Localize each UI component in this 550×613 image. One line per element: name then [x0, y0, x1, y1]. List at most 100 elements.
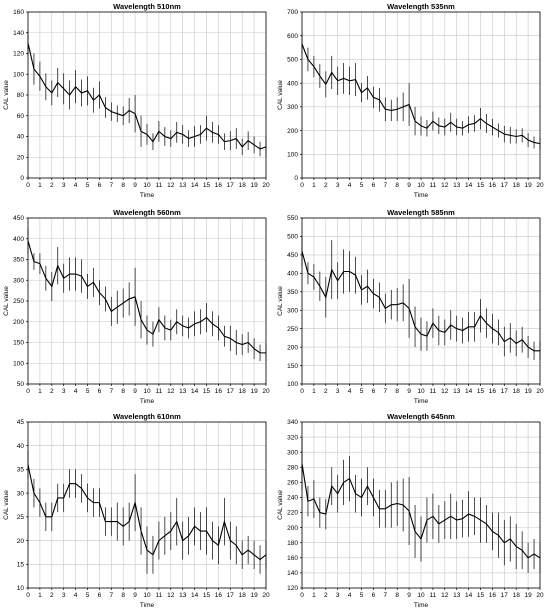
x-tick-label: 15 [477, 388, 485, 395]
x-tick-label: 16 [215, 592, 223, 599]
x-tick-label: 4 [74, 592, 78, 599]
y-tick-label: 600 [287, 33, 298, 40]
y-tick-label: 300 [287, 104, 298, 111]
chart-panel: Wavelength 585nm 100 150 200 250 300 350 400 450… [277, 208, 546, 408]
x-tick-label: 14 [465, 592, 473, 599]
x-tick-label: 4 [74, 388, 78, 395]
y-tick-label: 0 [294, 175, 298, 182]
x-tick-label: 6 [98, 388, 102, 395]
x-tick-label: 13 [179, 592, 187, 599]
x-tick-label: 1 [38, 388, 42, 395]
chart-panel: Wavelength 510nm 0 20 40 60 80 100 120 140 160 0 1 2… [3, 2, 272, 202]
x-tick-label: 18 [513, 592, 521, 599]
y-tick-label: 120 [287, 585, 298, 592]
x-tick-label: 10 [143, 388, 151, 395]
y-axis-label: CAL value [3, 490, 10, 520]
x-tick-label: 8 [121, 592, 125, 599]
y-tick-label: 240 [287, 495, 298, 502]
x-tick-label: 0 [300, 388, 304, 395]
y-tick-label: 320 [287, 434, 298, 441]
x-tick-label: 2 [50, 182, 54, 189]
x-tick-label: 5 [360, 592, 364, 599]
y-tick-label: 450 [13, 215, 24, 222]
y-tick-label: 150 [287, 363, 298, 370]
x-tick-label: 1 [312, 182, 316, 189]
x-axis-label: Time [140, 192, 155, 199]
y-tick-label: 160 [287, 555, 298, 562]
y-tick-label: 100 [13, 71, 24, 78]
x-tick-label: 2 [50, 592, 54, 599]
x-tick-label: 3 [336, 592, 340, 599]
chart-svg: Wavelength 560nm501001502002503003504004… [3, 208, 270, 405]
x-tick-label: 17 [501, 182, 509, 189]
x-tick-label: 16 [215, 182, 223, 189]
series-line [301, 251, 540, 352]
x-tick-label: 19 [250, 388, 258, 395]
x-tick-label: 11 [430, 182, 437, 189]
x-tick-label: 3 [62, 592, 66, 599]
x-tick-label: 4 [348, 388, 352, 395]
y-tick-label: 150 [13, 340, 24, 347]
x-tick-label: 10 [417, 182, 425, 189]
x-tick-label: 14 [465, 182, 473, 189]
x-tick-label: 19 [250, 182, 258, 189]
y-tick-label: 140 [13, 30, 24, 37]
x-tick-label: 4 [348, 592, 352, 599]
plot-frame [27, 421, 267, 589]
x-tick-label: 6 [372, 182, 376, 189]
x-tick-label: 14 [191, 388, 199, 395]
x-tick-label: 19 [524, 388, 532, 395]
x-tick-label: 0 [26, 388, 30, 395]
x-tick-label: 3 [62, 182, 66, 189]
x-tick-label: 1 [38, 182, 42, 189]
y-tick-label: 200 [287, 525, 298, 532]
x-tick-label: 19 [250, 592, 258, 599]
y-tick-label: 40 [17, 443, 25, 450]
plot-frame [27, 11, 267, 179]
x-tick-label: 18 [239, 388, 247, 395]
chart-title: Wavelength 610nm [113, 412, 181, 421]
y-tick-label: 25 [17, 514, 25, 521]
y-axis-label: CAL value [277, 286, 284, 316]
x-tick-label: 16 [215, 388, 223, 395]
x-tick-label: 12 [167, 182, 175, 189]
x-tick-label: 14 [191, 182, 199, 189]
y-tick-label: 200 [287, 128, 298, 135]
x-tick-label: 13 [453, 182, 461, 189]
x-tick-label: 9 [133, 388, 137, 395]
x-tick-label: 16 [489, 182, 497, 189]
y-tick-label: 550 [287, 215, 298, 222]
plot-frame [27, 217, 267, 385]
y-tick-label: 10 [17, 585, 25, 592]
x-tick-label: 16 [489, 592, 497, 599]
x-tick-label: 15 [203, 182, 211, 189]
x-tick-label: 8 [121, 388, 125, 395]
x-tick-label: 13 [179, 388, 187, 395]
x-tick-label: 14 [465, 388, 473, 395]
x-tick-label: 20 [536, 592, 544, 599]
y-tick-label: 60 [17, 113, 25, 120]
x-tick-label: 7 [383, 388, 387, 395]
chart-panel: Wavelength 645nm 120 140 160 180 200 220 240 260… [277, 412, 546, 612]
x-tick-label: 5 [360, 388, 364, 395]
y-tick-label: 500 [287, 57, 298, 64]
y-tick-label: 50 [17, 381, 25, 388]
x-tick-label: 6 [98, 592, 102, 599]
x-tick-label: 4 [74, 182, 78, 189]
x-tick-label: 0 [26, 592, 30, 599]
x-tick-label: 15 [477, 592, 485, 599]
y-tick-label: 100 [287, 151, 298, 158]
x-tick-label: 8 [395, 182, 399, 189]
chart-title: Wavelength 645nm [387, 412, 455, 421]
x-tick-label: 15 [203, 388, 211, 395]
series-line [301, 463, 541, 559]
x-tick-label: 18 [239, 182, 247, 189]
x-tick-label: 2 [324, 592, 328, 599]
x-tick-label: 6 [372, 592, 376, 599]
x-tick-label: 3 [336, 182, 340, 189]
x-tick-label: 0 [300, 182, 304, 189]
x-tick-label: 17 [501, 592, 509, 599]
x-tick-label: 17 [227, 592, 235, 599]
